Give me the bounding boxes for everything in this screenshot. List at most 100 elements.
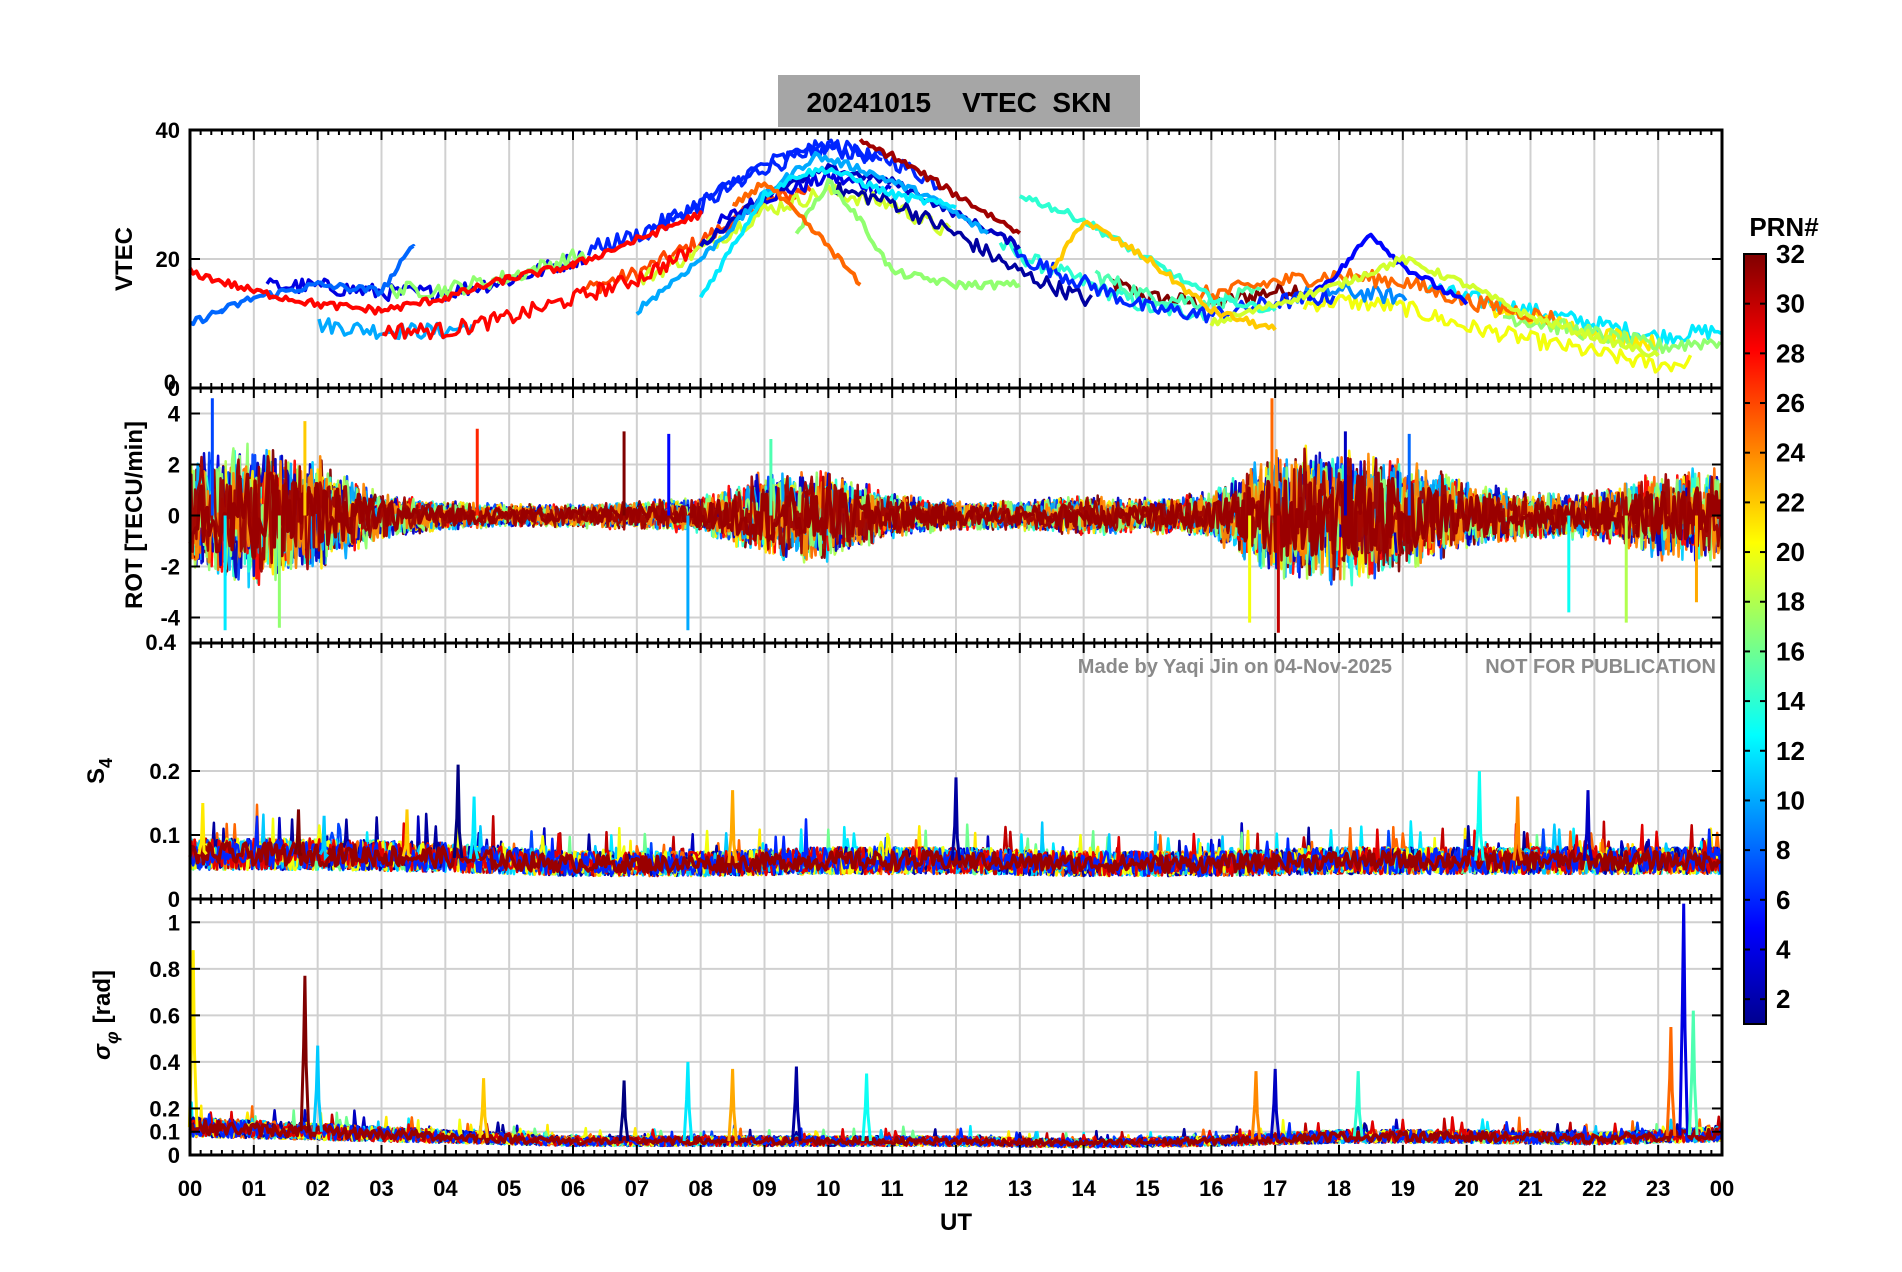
sigma-ytick-label: 0: [168, 1143, 180, 1168]
s4-panel: 0 0.1 0.2 S4 Made by Yaqi Jin on 04-Nov-20…: [83, 641, 1724, 912]
rot-plot-area: [188, 398, 1724, 633]
vtec-series-prn-25: [731, 181, 862, 287]
title-background: [778, 75, 1140, 127]
s4-ylabel: S4: [83, 758, 116, 784]
colorbar-tick-label: 8: [1776, 835, 1790, 865]
x-tick-label: 13: [1008, 1176, 1032, 1201]
vtec-grid: [189, 129, 1723, 389]
x-tick-label: 05: [497, 1176, 521, 1201]
sigma-spike: [1665, 1026, 1677, 1136]
colorbar-tick-label: 20: [1776, 537, 1805, 567]
x-tick-label: 17: [1263, 1176, 1287, 1201]
x-tick-label: 04: [433, 1176, 458, 1201]
sigma-spike: [1352, 1071, 1364, 1137]
sigma-spike: [1687, 1010, 1699, 1136]
s4-spike: [727, 790, 738, 864]
x-tick-label: 21: [1518, 1176, 1542, 1201]
colorbar-tick-label: 12: [1776, 736, 1805, 766]
vtec-series-prn-22: [1050, 219, 1277, 332]
colorbar-tick-label: 30: [1776, 289, 1805, 319]
colorbar-gradient: [1743, 253, 1767, 1025]
chart-title: 20241015 VTEC SKN: [806, 87, 1111, 118]
x-tick-label: 12: [944, 1176, 968, 1201]
colorbar-tick-label: 22: [1776, 487, 1805, 517]
watermark-not-for-publication: NOT FOR PUBLICATION: [1485, 656, 1716, 678]
sigma-phi-ticks: 00.10.2 0.4 0.6 0.8 1: [149, 899, 1723, 1168]
sigma-spike: [478, 1078, 489, 1138]
colorbar-tick-label: 18: [1776, 587, 1805, 617]
x-tick-label: 16: [1199, 1176, 1223, 1201]
sigma-spike: [1269, 1068, 1281, 1139]
colorbar-tick-label: 26: [1776, 388, 1805, 418]
x-tick-label: 09: [752, 1176, 776, 1201]
vtec-series-prn-10: [635, 151, 990, 316]
x-tick-labels: 00 01 02 03 04 05 06 07 08 09 10 11 12 13 14 15 16 17 18 19…: [178, 1176, 1734, 1201]
s4-spike: [452, 764, 464, 859]
x-tick-label: 20: [1454, 1176, 1478, 1201]
rot-ytick-label: -4: [160, 606, 180, 631]
vtec-background-arc: [1302, 294, 1693, 374]
x-tick-label: 08: [688, 1176, 712, 1201]
sigma-ytick-label: 0.6: [149, 1003, 180, 1028]
x-tick-label: 01: [242, 1176, 266, 1201]
vtec-background-arc: [1198, 267, 1556, 326]
vtec-background-arc: [834, 181, 1093, 307]
vtec-panel: 0 20 40 VTEC: [111, 118, 1724, 401]
colorbar-tick-label: 14: [1776, 686, 1805, 716]
rot-panel: -4 -2 0 2 4 ROT [TECU/min] 0 0.4: [121, 370, 1724, 655]
rot-ytick-label: 2: [168, 453, 180, 478]
vtec-series-prn-28: [188, 210, 703, 316]
x-tick-label: 19: [1391, 1176, 1415, 1201]
x-tick-label: 00: [178, 1176, 202, 1201]
rot-ticks: -4 -2 0 2 4: [160, 388, 1723, 643]
colorbar-tick-label: 24: [1776, 438, 1805, 468]
colorbar-title: PRN#: [1749, 212, 1819, 242]
vtec-series-prn-19: [1209, 254, 1660, 358]
vtec-ytick-label: 20: [156, 247, 180, 272]
sigma-spike: [1678, 903, 1689, 1136]
sigma-phi-panel: 00.10.2 0.4 0.6 0.8 1 σφ [rad]: [89, 897, 1724, 1168]
sigma-spike: [618, 1080, 630, 1142]
x-tick-label: 02: [305, 1176, 329, 1201]
vtec-plot-area: [188, 138, 1722, 374]
s4-spike: [1474, 770, 1485, 861]
vtec-series-prn-17: [794, 177, 1021, 291]
vtec-series-prn-8: [189, 244, 416, 327]
s4-spike: [197, 802, 208, 856]
x-tick-label: 11: [881, 1176, 904, 1201]
sigma-ytick-label: 0.2: [149, 1096, 180, 1121]
sigma-phi-grid: [189, 899, 1723, 1156]
rot-bottom-edge-label: 0.4: [145, 630, 176, 655]
rot-series: [188, 447, 1724, 581]
rot-top-edge-label: 0: [164, 370, 176, 395]
vtec-ytick-label: 40: [156, 118, 180, 143]
x-tick-label: 15: [1135, 1176, 1159, 1201]
title-box: 20241015 VTEC SKN: [778, 75, 1140, 127]
colorbar-tick-label: 16: [1776, 636, 1805, 666]
vtec-series-prn-31: [858, 138, 1022, 235]
s4-ylabel-sub: 4: [96, 758, 116, 768]
vtec-series-prn-14: [1018, 194, 1277, 314]
sigma-spike: [1250, 1071, 1262, 1140]
s4-spike: [1582, 790, 1594, 861]
sigma-spike: [791, 1066, 802, 1142]
x-tick-label: 03: [369, 1176, 393, 1201]
sigma-phi-ylabel: σφ [rad]: [89, 970, 122, 1060]
rot-ytick-label: 0: [168, 504, 180, 529]
sigma-spike: [861, 1073, 872, 1142]
colorbar-tick-label: 28: [1776, 338, 1805, 368]
rot-ytick-label: 4: [168, 402, 181, 427]
vtec-ylabel: VTEC: [111, 227, 138, 291]
rot-ytick-label: -2: [160, 555, 180, 580]
sigma-ytick-label: 1: [168, 910, 180, 935]
rot-dominant-series: [188, 471, 1722, 559]
colorbar-tick-label: 6: [1776, 885, 1790, 915]
s4-spike: [1512, 796, 1524, 861]
vtec-background-arc: [1422, 283, 1722, 347]
s4-plot-area: [188, 764, 1724, 878]
x-tick-label: 10: [816, 1176, 840, 1201]
x-tick-label: 14: [1071, 1176, 1096, 1201]
